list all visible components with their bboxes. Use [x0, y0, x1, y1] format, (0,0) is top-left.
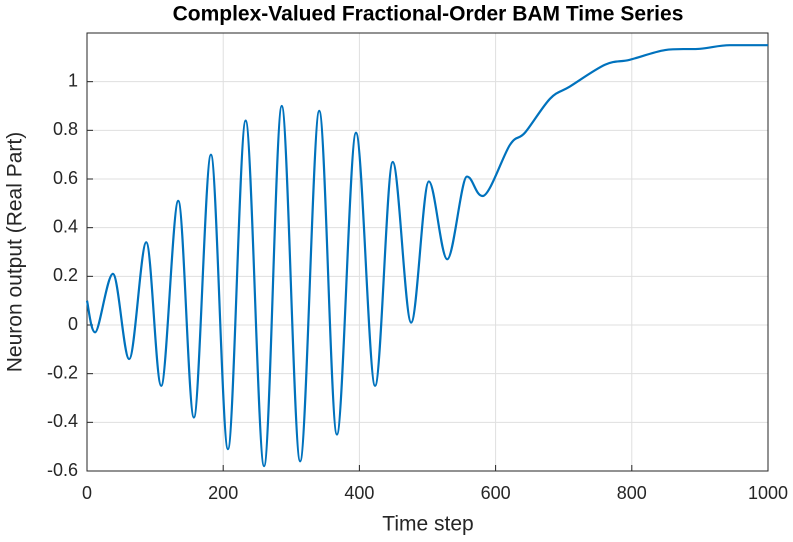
y-tick-label: -0.4 [47, 411, 78, 431]
axes-box [86, 32, 769, 472]
x-tick-label: 800 [617, 483, 647, 503]
y-tick-label: 0.8 [53, 119, 78, 139]
y-tick-label: -0.6 [47, 460, 78, 480]
y-tick-label: 0.6 [53, 168, 78, 188]
y-axis-label: Neuron output (Real Part) [4, 132, 27, 372]
y-tick-label: 0.4 [53, 216, 78, 236]
y-tick-label: -0.2 [47, 362, 78, 382]
y-tick-label: 1 [68, 70, 78, 90]
x-tick-label: 1000 [748, 483, 788, 503]
x-tick-label: 400 [344, 483, 374, 503]
plot-area [87, 33, 768, 471]
x-axis-label: Time step [382, 513, 473, 536]
x-tick-label: 600 [481, 483, 511, 503]
data-line [85, 44, 768, 468]
x-tick-label: 0 [82, 483, 92, 503]
x-tick-label: 200 [208, 483, 238, 503]
chart-title: Complex-Valued Fractional-Order BAM Time… [173, 3, 684, 26]
y-tick-label: 0 [68, 314, 78, 334]
y-tick-label: 0.2 [53, 265, 78, 285]
